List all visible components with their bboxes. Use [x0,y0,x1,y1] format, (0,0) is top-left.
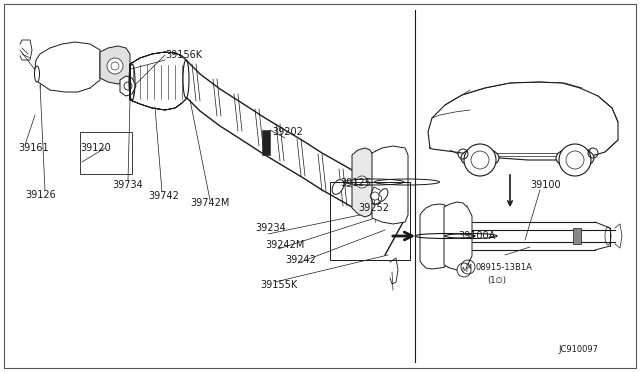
Bar [80,132,132,174]
Text: 39126: 39126 [25,190,56,200]
Bar [330,182,410,260]
Ellipse shape [461,148,499,168]
Ellipse shape [35,66,40,82]
Text: 39161: 39161 [18,143,49,153]
Circle shape [371,192,379,200]
Polygon shape [372,146,408,224]
Ellipse shape [332,180,344,194]
Text: 39252: 39252 [358,203,389,213]
Text: 08915-13B1A: 08915-13B1A [476,263,533,272]
Text: 39100A: 39100A [458,231,495,241]
Circle shape [457,263,471,277]
Ellipse shape [108,68,118,76]
Polygon shape [35,42,100,92]
Text: M: M [461,267,467,273]
Polygon shape [444,202,472,270]
Circle shape [124,82,132,90]
Text: 39125: 39125 [340,178,371,188]
Bar [262,130,270,155]
Text: 39156K: 39156K [165,50,202,60]
Text: (1∅): (1∅) [487,276,506,285]
Circle shape [464,144,496,176]
Circle shape [559,144,591,176]
Text: 39742: 39742 [148,191,179,201]
Text: 39234: 39234 [255,223,285,233]
Ellipse shape [102,63,115,73]
Text: JC910097: JC910097 [558,346,598,355]
Text: 39202: 39202 [272,127,303,137]
Polygon shape [352,148,373,217]
Ellipse shape [556,148,594,168]
Polygon shape [100,46,130,84]
Circle shape [356,176,368,188]
Text: M: M [465,264,471,270]
Polygon shape [120,76,136,96]
Text: 39734: 39734 [112,180,143,190]
Text: 39155K: 39155K [260,280,297,290]
Text: 39242: 39242 [285,255,316,265]
Circle shape [107,58,123,74]
Text: 39242M: 39242M [265,240,305,250]
Ellipse shape [378,189,388,201]
Text: 39100: 39100 [530,180,561,190]
Polygon shape [130,52,187,110]
Polygon shape [420,204,445,269]
Bar [573,228,581,244]
Text: 39120: 39120 [80,143,111,153]
Text: 39742M: 39742M [190,198,229,208]
